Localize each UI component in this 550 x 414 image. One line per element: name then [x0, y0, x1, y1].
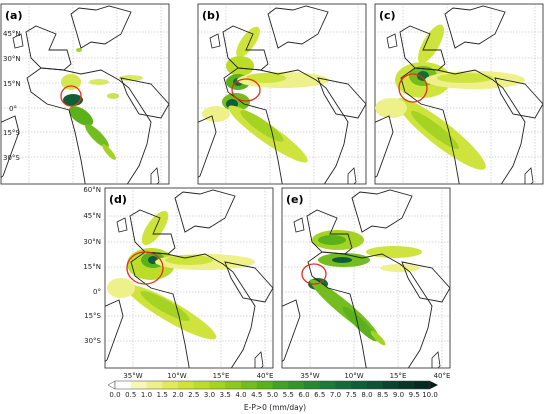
colorbar-cell: [256, 381, 273, 389]
colorbar-tick-label: 0.5: [125, 391, 136, 399]
svg-text:45°N: 45°N: [3, 30, 21, 38]
panel-e-lon-ticks: 35°W 10°W 15°E 40°E: [300, 372, 450, 380]
colorbar-cell: [241, 381, 258, 389]
colorbar-cell: [272, 381, 289, 389]
colorbar-tick-label: 7.5: [346, 391, 357, 399]
svg-text:0°: 0°: [93, 288, 101, 296]
colorbar-tick-label: 4.5: [251, 391, 262, 399]
panel-d-moisture-field: [107, 210, 255, 340]
colorbar-cell: [209, 381, 226, 389]
svg-text:0°: 0°: [9, 105, 17, 113]
svg-text:30°S: 30°S: [84, 337, 101, 345]
svg-text:15°E: 15°E: [213, 372, 230, 380]
colorbar-tick-label: 10.0: [422, 391, 438, 399]
colorbar-cell: [398, 381, 415, 389]
colorbar-tick-label: 5.0: [267, 391, 278, 399]
svg-text:15°N: 15°N: [83, 263, 101, 271]
panel-e-gridlines: [282, 188, 450, 368]
colorbar-tick-label: 7.0: [330, 391, 341, 399]
svg-text:45°N: 45°N: [83, 212, 101, 220]
panel-c-moisture-field: [375, 24, 525, 170]
panel-e-source-region-circle: [301, 263, 327, 285]
colorbar-cell: [288, 381, 305, 389]
colorbar-tick-label: 5.5: [283, 391, 294, 399]
colorbar-frame: [114, 380, 431, 390]
panel-a-label: (a): [5, 9, 22, 22]
colorbar-cell: [335, 381, 352, 389]
colorbar-tick-label: 1.0: [141, 391, 152, 399]
colorbar-title: E-P>0 (mm/day): [244, 403, 306, 412]
svg-text:60°N: 60°N: [83, 186, 101, 194]
panel-b: (b): [197, 3, 367, 185]
colorbar-cell: [304, 381, 321, 389]
panel-c-source-region-circle: [398, 73, 428, 103]
panel-d-lat-ticks: 60°N 45°N 30°N 15°N 0° 15°S 30°S: [83, 186, 101, 345]
colorbar-tick-labels: 0.0 0.5 1.0 1.5 2.0 2.5 3.0 3.5 4.0 4.5 5.0 5.5 6.0 6…: [109, 391, 437, 399]
colorbar-tick-label: 2.5: [188, 391, 199, 399]
colorbar-cell: [130, 381, 147, 389]
svg-text:15°N: 15°N: [3, 80, 21, 88]
svg-text:35°W: 35°W: [123, 372, 142, 380]
panel-c-label: (c): [379, 9, 396, 22]
colorbar-tick-label: 8.5: [377, 391, 388, 399]
svg-text:35°W: 35°W: [300, 372, 319, 380]
colorbar-tick-label: 9.5: [409, 391, 420, 399]
panel-b-source-region-circle: [231, 78, 261, 102]
panel-b-label: (b): [202, 9, 220, 22]
colorbar-cell: [351, 381, 368, 389]
panel-a-lat-ticks: 45°N 30°N 15°N 0° 15°S 30°S: [3, 30, 21, 162]
svg-text:30°N: 30°N: [3, 55, 21, 63]
colorbar-tick-label: 4.0: [235, 391, 246, 399]
colorbar-tick-label: 0.0: [109, 391, 120, 399]
svg-text:15°S: 15°S: [3, 129, 20, 137]
colorbar-tick-label: 9.0: [393, 391, 404, 399]
colorbar-cell: [367, 381, 384, 389]
panel-c: (c): [374, 3, 544, 185]
svg-text:40°E: 40°E: [434, 372, 451, 380]
colorbar-tick-label: 3.5: [220, 391, 231, 399]
colorbar-min-extend: [107, 380, 116, 390]
panel-a-moisture-field: [61, 48, 143, 160]
panel-e: (e): [281, 187, 451, 369]
svg-text:30°N: 30°N: [83, 238, 101, 246]
svg-text:40°E: 40°E: [257, 372, 274, 380]
panel-d-label: (d): [109, 193, 127, 206]
colorbar-tick-label: 6.5: [314, 391, 325, 399]
panel-d-source-region-circle: [126, 251, 164, 285]
svg-text:30°S: 30°S: [3, 154, 20, 162]
colorbar-cell: [382, 381, 399, 389]
colorbar-cells: [107, 380, 438, 390]
svg-text:10°W: 10°W: [167, 372, 186, 380]
colorbar-max-extend: [430, 381, 438, 389]
colorbar-tick-label: 1.5: [157, 391, 168, 399]
panel-a: (a) 45°N 30°N 15°N 0° 15°S 30°S: [0, 3, 170, 185]
colorbar-cell: [319, 381, 336, 389]
colorbar-cell: [146, 381, 163, 389]
colorbar-tick-label: 8.0: [361, 391, 372, 399]
svg-text:15°S: 15°S: [84, 312, 101, 320]
colorbar-tick-label: 6.0: [298, 391, 309, 399]
colorbar-tick-label: 2.0: [172, 391, 183, 399]
panel-e-label: (e): [286, 193, 304, 206]
colorbar-cell: [115, 381, 132, 389]
colorbar-cell: [178, 381, 195, 389]
colorbar: 0.0 0.5 1.0 1.5 2.0 2.5 3.0 3.5 4.0 4.5 5.0 5.5 6.0 6…: [107, 380, 438, 412]
panel-e-moisture-field: [308, 230, 422, 346]
svg-text:15°E: 15°E: [390, 372, 407, 380]
colorbar-cell: [225, 381, 242, 389]
panel-a-source-region-circle: [60, 85, 82, 107]
panel-d-lon-ticks: 35°W 10°W 15°E 40°E: [123, 372, 273, 380]
colorbar-cell: [193, 381, 210, 389]
panel-d: (d): [104, 187, 274, 369]
colorbar-cell: [414, 381, 431, 389]
colorbar-tick-label: 3.0: [204, 391, 215, 399]
svg-text:10°W: 10°W: [344, 372, 363, 380]
colorbar-cell: [162, 381, 179, 389]
